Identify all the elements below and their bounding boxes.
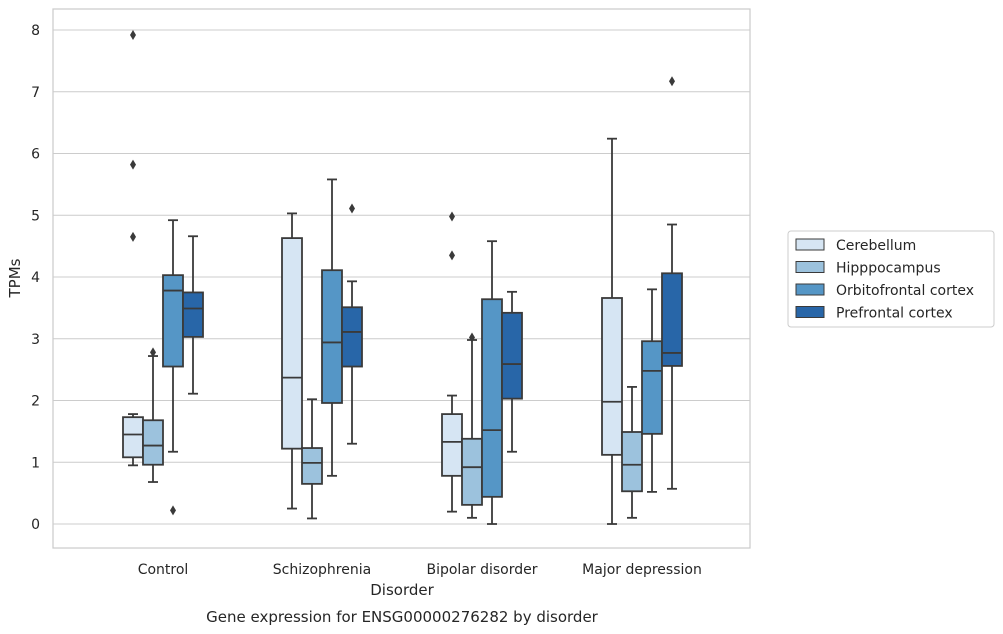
x-tick-label-1: Schizophrenia bbox=[273, 562, 371, 578]
y-tick-label-7: 7 bbox=[31, 85, 40, 101]
box-2-2 bbox=[481, 240, 503, 525]
box-0-3 bbox=[601, 137, 623, 525]
legend-swatch-2 bbox=[795, 283, 825, 296]
x-tick-label-0: Control bbox=[138, 562, 189, 578]
box-2-0 bbox=[162, 219, 184, 516]
box-body bbox=[441, 413, 463, 477]
legend-swatch-0 bbox=[795, 238, 825, 251]
outlier-0 bbox=[150, 347, 156, 358]
box-body bbox=[481, 298, 503, 498]
box-1-3 bbox=[621, 386, 643, 519]
y-tick-label-4: 4 bbox=[31, 270, 40, 286]
x-axis-label: Disorder bbox=[370, 581, 434, 599]
y-tick-label-3: 3 bbox=[31, 332, 40, 348]
outlier-0 bbox=[669, 76, 675, 87]
x-tick-label-2: Bipolar disorder bbox=[426, 562, 537, 578]
legend-label-1: Hipppocampus bbox=[836, 261, 941, 277]
box-3-3 bbox=[661, 76, 683, 490]
box-body bbox=[621, 431, 643, 493]
box-1-0 bbox=[142, 347, 164, 483]
outlier-0 bbox=[449, 211, 455, 222]
box-body bbox=[501, 311, 523, 400]
box-0-1 bbox=[281, 212, 303, 510]
y-tick-label-1: 1 bbox=[31, 455, 40, 471]
outlier-1 bbox=[130, 159, 136, 170]
box-body bbox=[301, 447, 323, 485]
x-axis-ticks: Control Schizophrenia Bipolar disorder Majo… bbox=[138, 562, 702, 578]
x-tick-label-3: Major depression bbox=[582, 562, 702, 578]
outlier-0 bbox=[349, 203, 355, 214]
box-3-2 bbox=[501, 290, 523, 453]
outlier-1 bbox=[449, 250, 455, 261]
box-plot-marks bbox=[122, 29, 683, 525]
legend-frame bbox=[787, 230, 995, 328]
outlier-0 bbox=[469, 332, 475, 343]
plot-frame bbox=[52, 8, 751, 549]
box-2-3 bbox=[641, 288, 663, 493]
box-body bbox=[162, 274, 184, 368]
box-body bbox=[122, 416, 144, 459]
box-3-0 bbox=[182, 235, 204, 395]
legend-label-0: Cerebellum bbox=[836, 238, 916, 254]
box-body bbox=[182, 291, 204, 338]
box-body bbox=[321, 269, 343, 404]
outlier-2 bbox=[130, 231, 136, 242]
y-tick-label-8: 8 bbox=[31, 23, 40, 39]
y-tick-label-0: 0 bbox=[31, 517, 40, 533]
legend-swatch-3 bbox=[795, 306, 825, 318]
box-body bbox=[341, 306, 363, 368]
box-body bbox=[461, 437, 483, 506]
box-1-2 bbox=[461, 332, 483, 519]
box-body bbox=[601, 297, 623, 456]
y-tick-label-6: 6 bbox=[31, 147, 40, 163]
chart-caption: Gene expression for ENSG00000276282 by d… bbox=[206, 608, 599, 626]
box-body bbox=[661, 272, 683, 367]
y-tick-label-2: 2 bbox=[31, 394, 40, 410]
box-2-1 bbox=[321, 178, 343, 477]
box-0-2 bbox=[441, 211, 463, 513]
legend-swatch-1 bbox=[795, 261, 825, 273]
y-tick-label-5: 5 bbox=[31, 208, 40, 224]
outlier-0 bbox=[170, 505, 176, 516]
box-body bbox=[281, 237, 303, 450]
legend: Cerebellum Hipppocampus Orbitofrontal cort… bbox=[787, 230, 995, 328]
box-3-1 bbox=[341, 203, 363, 445]
y-axis-ticks: 0 1 2 3 4 5 6 7 8 bbox=[31, 23, 40, 533]
box-0-0 bbox=[122, 29, 144, 467]
outlier-0 bbox=[130, 29, 136, 40]
box-1-1 bbox=[301, 398, 323, 520]
legend-label-2: Orbitofrontal cortex bbox=[836, 283, 974, 299]
y-axis-label: TPMs bbox=[6, 258, 24, 298]
box-body bbox=[641, 340, 663, 435]
legend-label-3: Prefrontal cortex bbox=[836, 306, 953, 322]
box-body bbox=[142, 419, 164, 466]
